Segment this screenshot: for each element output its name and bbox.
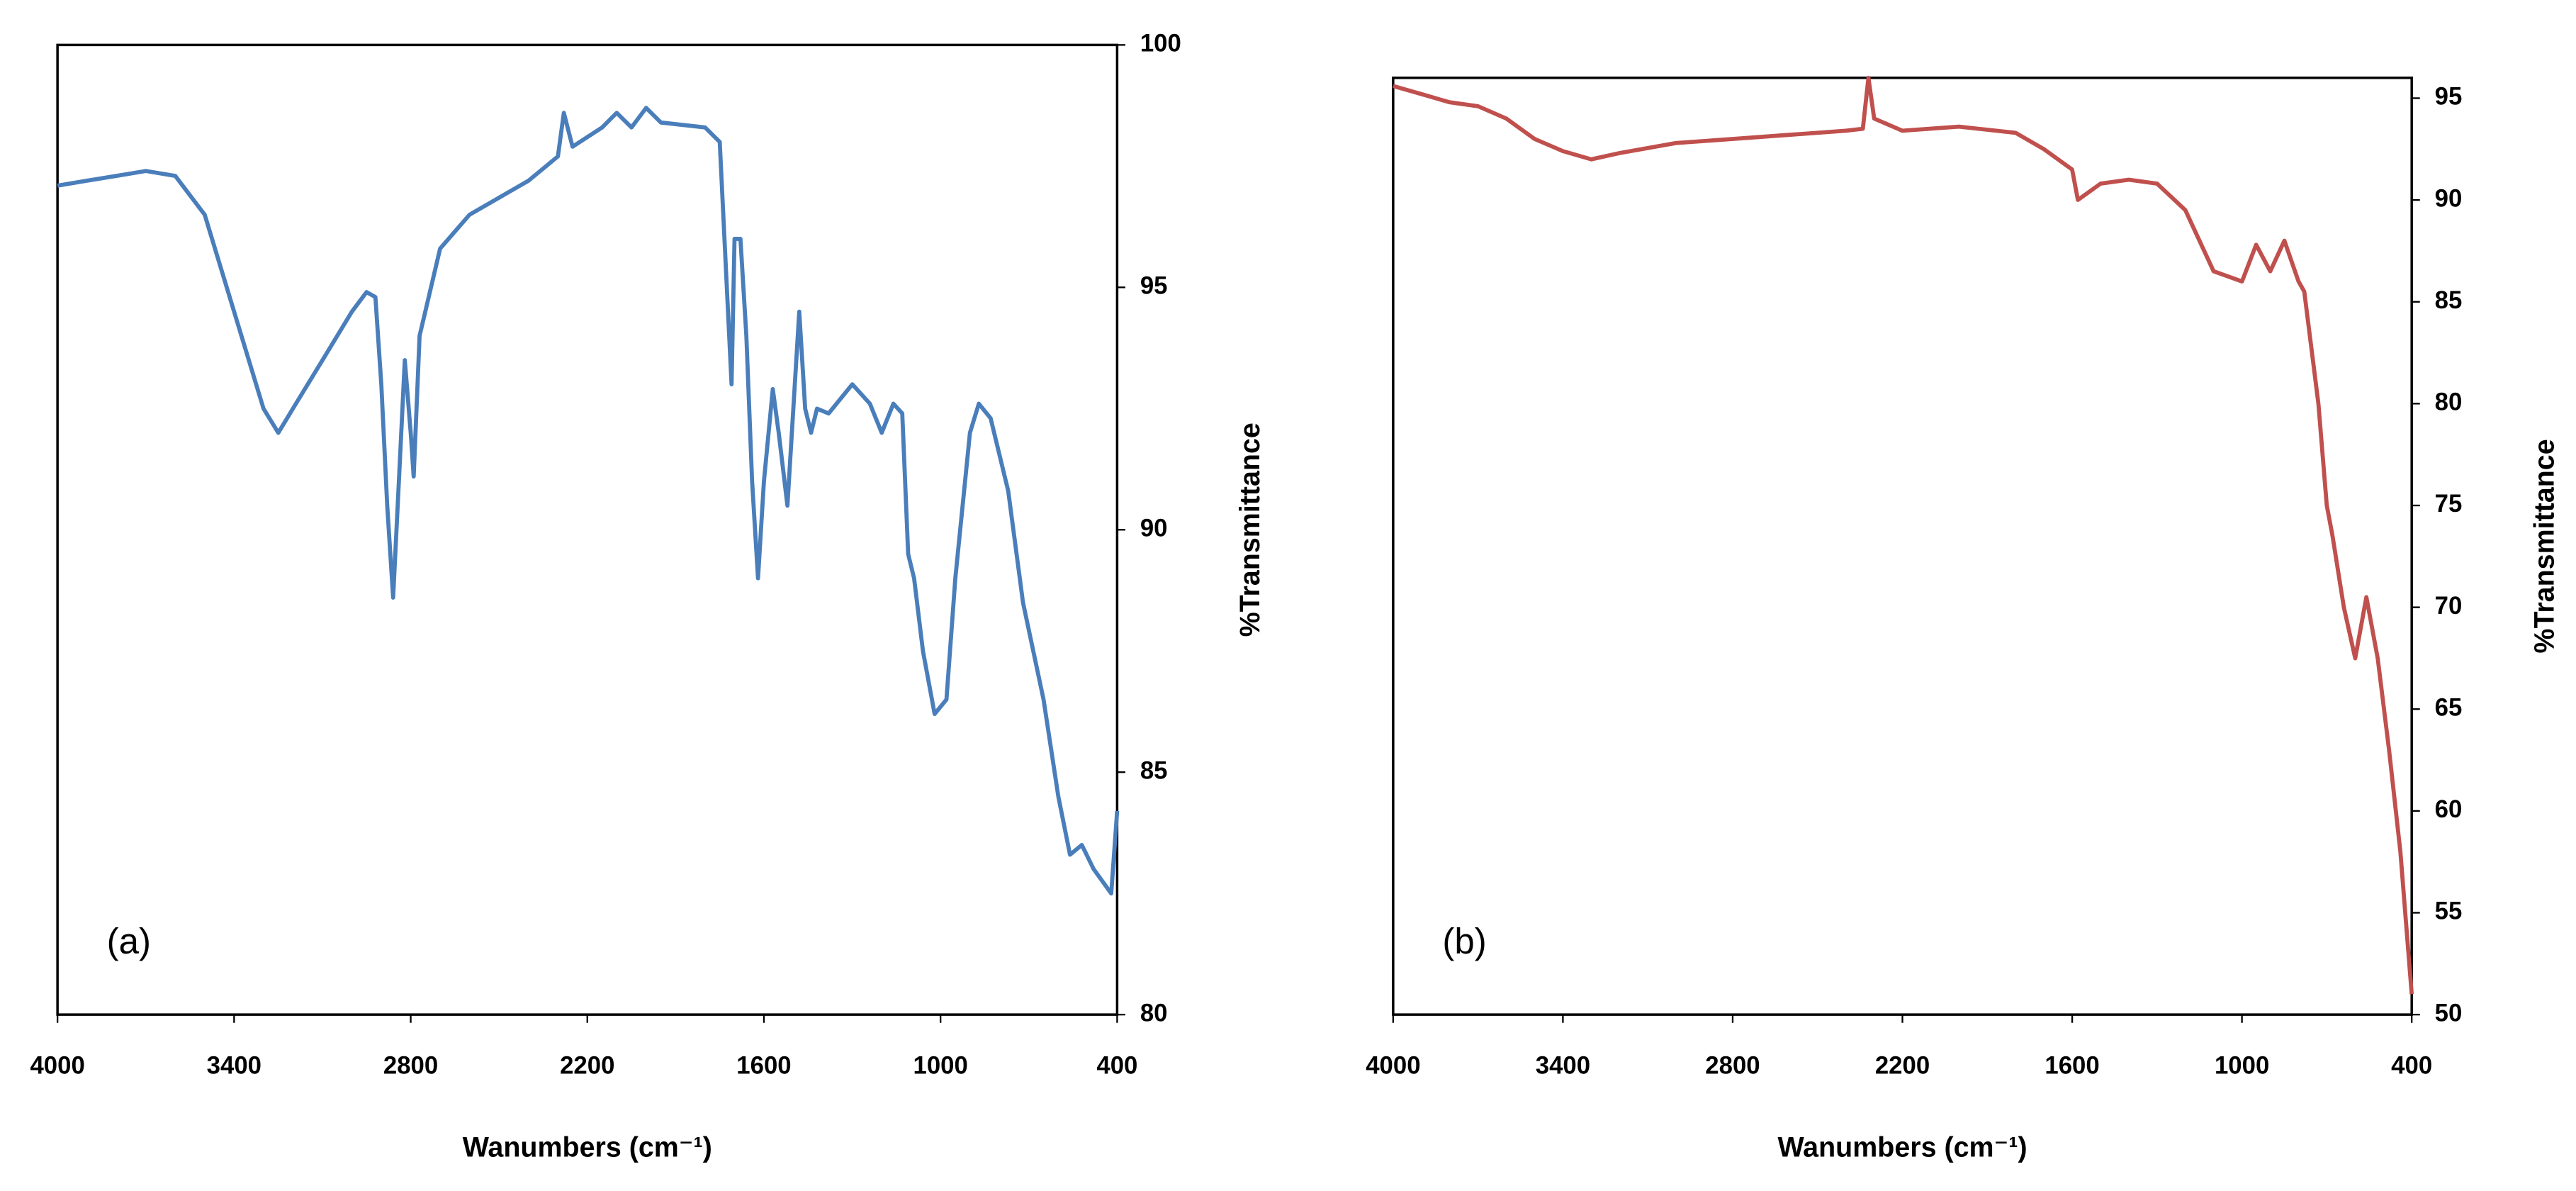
y-axis-label: %Transmittance	[2529, 439, 2560, 653]
y-tick-label: 100	[1140, 30, 1181, 57]
y-tick-label: 85	[1140, 757, 1168, 784]
x-tick-label: 4000	[30, 1053, 84, 1080]
y-tick-label: 80	[2435, 389, 2463, 416]
annotation: (b)	[1442, 921, 1486, 961]
x-tick-label: 2200	[560, 1053, 614, 1080]
y-tick-label: 60	[2435, 796, 2463, 823]
x-tick-label: 1600	[2045, 1053, 2099, 1080]
y-tick-label: 50	[2435, 1000, 2463, 1027]
y-tick-label: 75	[2435, 491, 2463, 518]
spectrum-line	[57, 106, 1120, 896]
x-tick-label: 4000	[1366, 1053, 1420, 1080]
y-axis-label: %Transmittance	[1234, 423, 1266, 637]
y-tick-label: 70	[2435, 593, 2463, 620]
x-tick-label: 2800	[1705, 1053, 1760, 1080]
y-tick-label: 95	[2435, 84, 2463, 111]
y-tick-label: 85	[2435, 287, 2463, 314]
plot-frame	[1392, 77, 2413, 1016]
x-tick-label: 2800	[383, 1053, 438, 1080]
x-tick-label: 400	[2391, 1053, 2432, 1080]
spectrum-line	[1393, 75, 2414, 995]
x-tick-label: 1000	[2215, 1053, 2269, 1080]
y-tick-label: 95	[1140, 273, 1168, 300]
x-tick-label: 400	[1096, 1053, 1137, 1080]
x-axis-label: Wanumbers (cm⁻¹)	[463, 1132, 712, 1163]
y-tick-label: 65	[2435, 694, 2463, 721]
x-tick-label: 2200	[1875, 1053, 1930, 1080]
y-tick-label: 55	[2435, 898, 2463, 925]
y-tick-label: 90	[1140, 515, 1168, 542]
x-tick-label: 3400	[207, 1053, 261, 1080]
x-tick-label: 1600	[736, 1053, 791, 1080]
y-tick-label: 90	[2435, 185, 2463, 212]
x-tick-label: 1000	[913, 1053, 968, 1080]
annotation: (a)	[107, 921, 151, 961]
y-tick-label: 80	[1140, 1000, 1168, 1027]
x-axis-label: Wanumbers (cm⁻¹)	[1777, 1132, 2027, 1163]
x-tick-label: 3400	[1536, 1053, 1590, 1080]
